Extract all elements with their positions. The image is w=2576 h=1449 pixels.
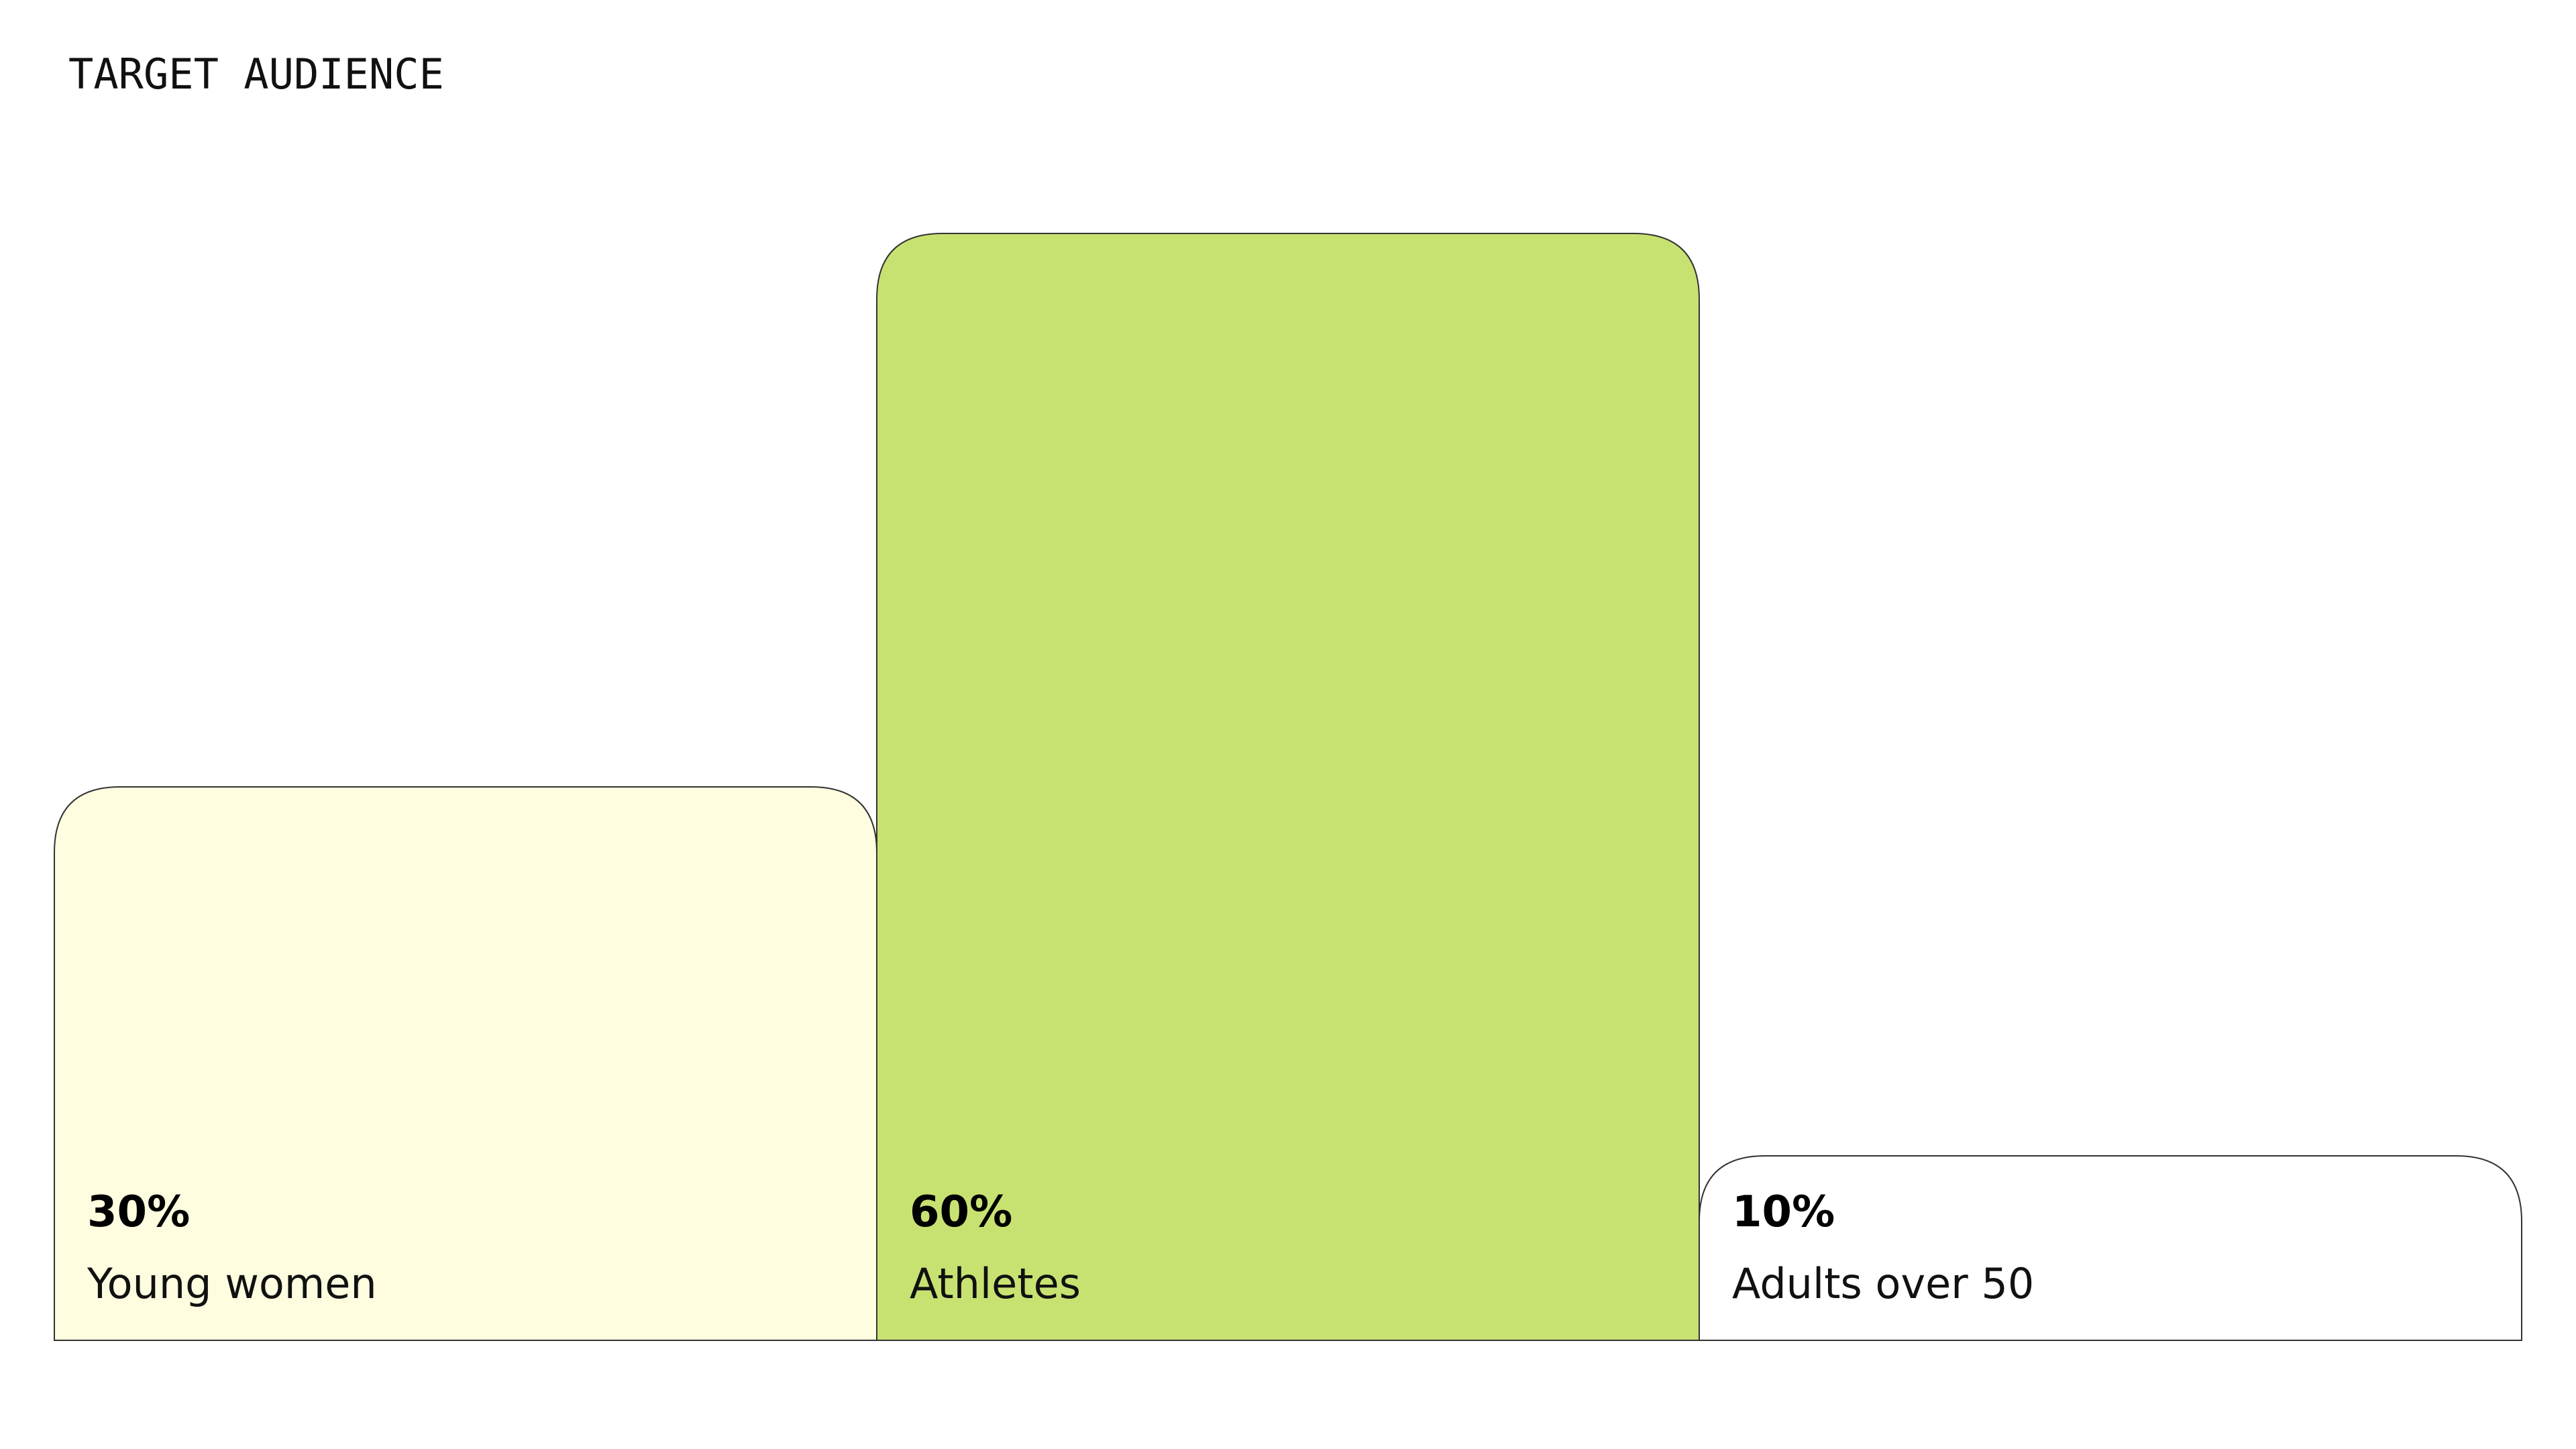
value-label: 30% xyxy=(87,1187,190,1237)
bar xyxy=(54,786,877,1341)
bar xyxy=(1699,1155,2522,1341)
category-label: Athletes xyxy=(910,1259,1081,1308)
value-label: 60% xyxy=(910,1187,1012,1237)
chart-title: TARGET AUDIENCE xyxy=(68,50,444,99)
value-label: 10% xyxy=(1732,1187,1835,1237)
bar xyxy=(876,233,1700,1341)
category-label: Adults over 50 xyxy=(1732,1259,2034,1308)
category-label: Young women xyxy=(87,1259,377,1308)
